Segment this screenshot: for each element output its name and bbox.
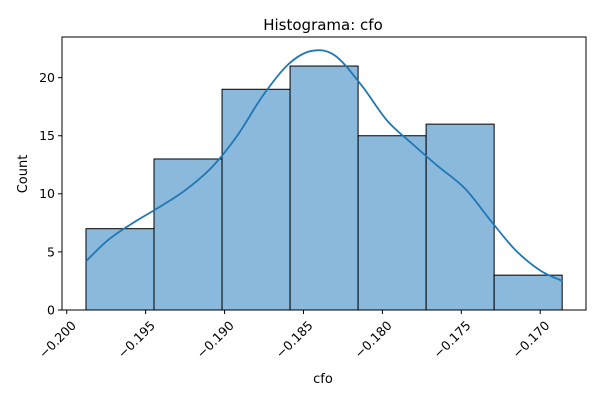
histogram-bar-4 <box>289 65 359 311</box>
chart-title: Histograma: cfo <box>263 16 383 34</box>
y-tick-label: 0 <box>47 302 55 317</box>
x-tick-label: −0.170 <box>509 318 552 361</box>
histogram-bar-1 <box>85 228 155 311</box>
y-tick-label: 10 <box>39 186 55 201</box>
histogram-bar-3 <box>221 88 291 311</box>
bars-group <box>85 65 563 311</box>
y-tick-label: 15 <box>39 128 55 143</box>
x-tick-label: −0.195 <box>115 318 158 361</box>
y-tick-label: 20 <box>39 70 55 85</box>
x-tick-label: −0.190 <box>194 318 237 361</box>
histogram-bar-2 <box>153 158 223 311</box>
plot-frame <box>61 36 587 311</box>
histogram-bar-7 <box>493 274 563 311</box>
y-tick-label: 5 <box>47 244 55 259</box>
x-tick-label: −0.180 <box>351 318 394 361</box>
x-tick-label: −0.200 <box>36 318 79 361</box>
kde-curve <box>85 49 563 282</box>
histogram-bar-5 <box>357 135 427 311</box>
y-axis-ticks: 0 5 10 15 20 <box>39 70 62 317</box>
x-axis-ticks: −0.200 −0.195 −0.190 −0.185 −0.180 −0.175 −0.1… <box>36 310 553 361</box>
x-axis-label: cfo <box>313 372 333 387</box>
y-axis-label: Count <box>16 155 31 194</box>
x-tick-label: −0.185 <box>272 318 315 361</box>
histogram-bar-6 <box>425 123 495 311</box>
x-tick-label: −0.175 <box>430 318 473 361</box>
